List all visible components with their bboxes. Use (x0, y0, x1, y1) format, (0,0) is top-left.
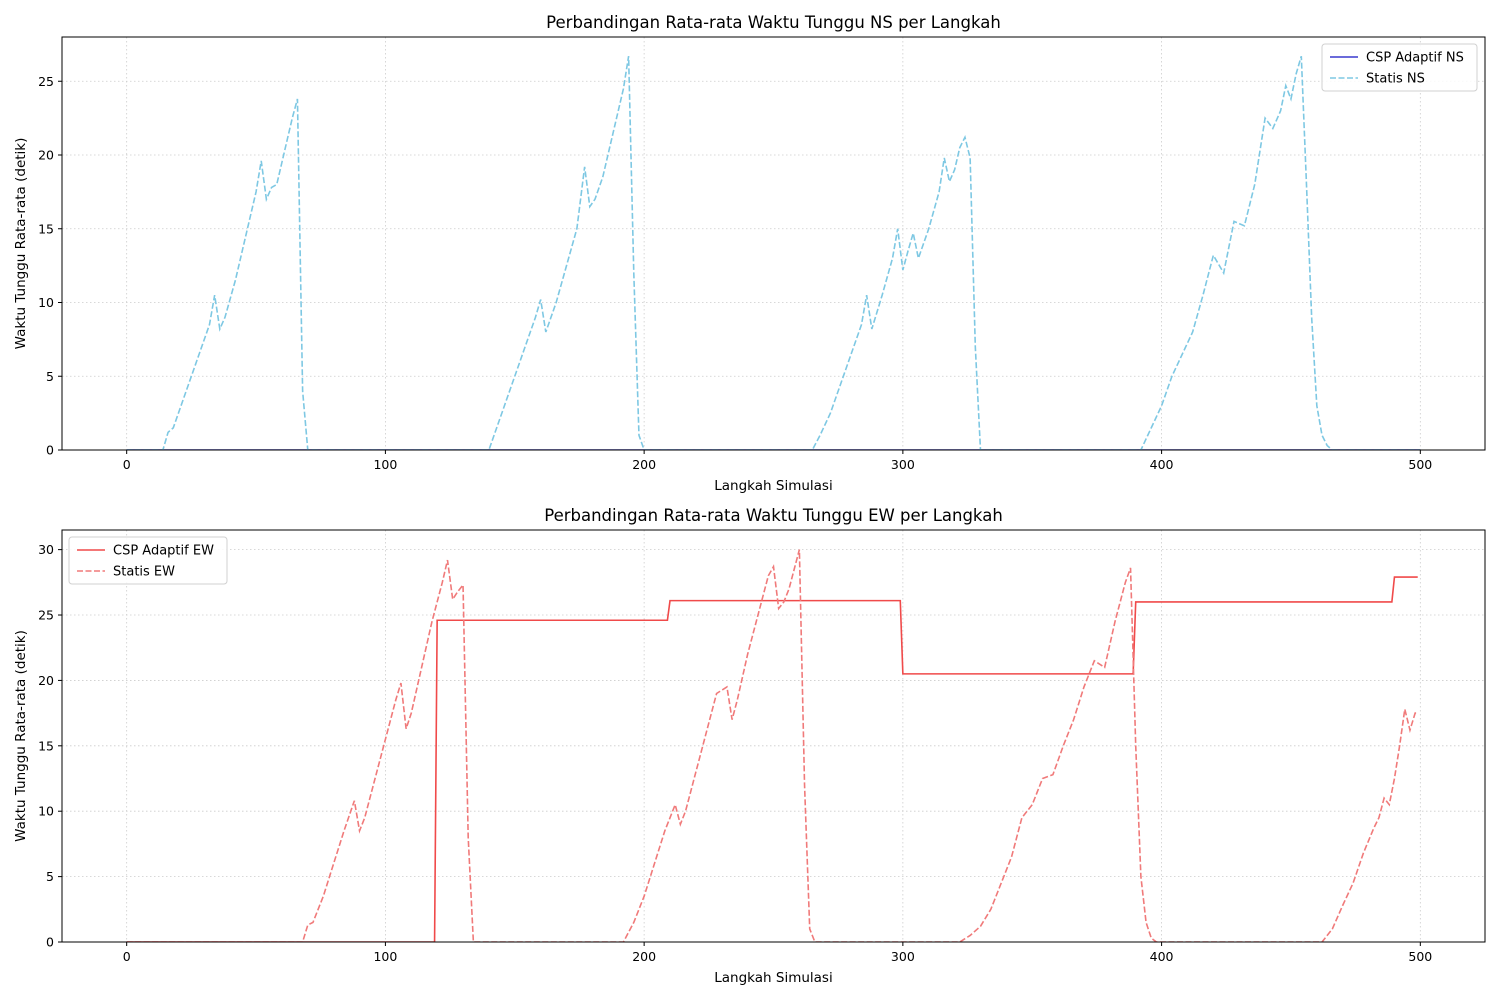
legend-box (1321, 43, 1478, 92)
legend: CSP Adaptif NS Statis NS (1321, 43, 1478, 92)
x-tick-label: 400 (1150, 457, 1174, 472)
chart-title: Perbandingan Rata-rata Waktu Tunggu EW p… (544, 506, 1003, 525)
y-tick-label: 0 (46, 935, 54, 950)
x-tick-label: 100 (373, 457, 397, 472)
x-tick-label: 500 (1408, 457, 1432, 472)
legend-label: CSP Adaptif NS (1366, 51, 1464, 66)
y-tick-label: 25 (38, 608, 54, 623)
x-tick-label: 300 (891, 949, 915, 964)
x-axis-label: Langkah Simulasi (714, 478, 832, 494)
x-tick-label: 100 (373, 949, 397, 964)
x-tick-label: 200 (632, 457, 656, 472)
y-tick-label: 15 (38, 221, 54, 236)
y-axis-label: Waktu Tunggu Rata-rata (detik) (13, 630, 29, 842)
legend-label: Statis EW (113, 565, 175, 580)
y-tick-label: 25 (38, 74, 54, 89)
chart-panel-2: 0 100 200 300 400 500 0 5 10 15 20 25 30 Perbandingan… (13, 506, 1486, 986)
legend-box (68, 536, 228, 585)
x-tick-label: 300 (891, 457, 915, 472)
series-line-1 (126, 576, 1418, 942)
x-axis-label: Langkah Simulasi (714, 970, 832, 986)
legend: CSP Adaptif EW Statis EW (68, 536, 228, 585)
x-tick-label: 400 (1150, 949, 1174, 964)
y-tick-label: 5 (46, 369, 54, 384)
y-tick-label: 30 (38, 542, 54, 557)
y-tick-label: 5 (46, 869, 54, 884)
plot-frame (61, 36, 1486, 451)
y-tick-label: 0 (46, 443, 54, 458)
y-axis-label: Waktu Tunggu Rata-rata (detik) (13, 138, 29, 350)
chart-panel-1: 0 100 200 300 400 500 0 5 10 15 20 25 Perbandingan R… (13, 13, 1486, 494)
chart-title: Perbandingan Rata-rata Waktu Tunggu NS p… (546, 13, 1001, 32)
legend-label: Statis NS (1366, 72, 1425, 87)
series-line-2 (126, 549, 1418, 942)
y-tick-label: 20 (38, 148, 54, 163)
legend-label: CSP Adaptif EW (113, 544, 214, 559)
x-tick-label: 500 (1408, 949, 1432, 964)
plot-frame (61, 529, 1486, 943)
y-tick-label: 15 (38, 738, 54, 753)
x-tick-label: 0 (123, 949, 131, 964)
y-tick-label: 10 (38, 804, 54, 819)
x-tick-label: 200 (632, 949, 656, 964)
series-line-2 (126, 55, 1421, 450)
y-tick-label: 10 (38, 295, 54, 310)
x-tick-label: 0 (123, 457, 131, 472)
y-tick-label: 20 (38, 673, 54, 688)
